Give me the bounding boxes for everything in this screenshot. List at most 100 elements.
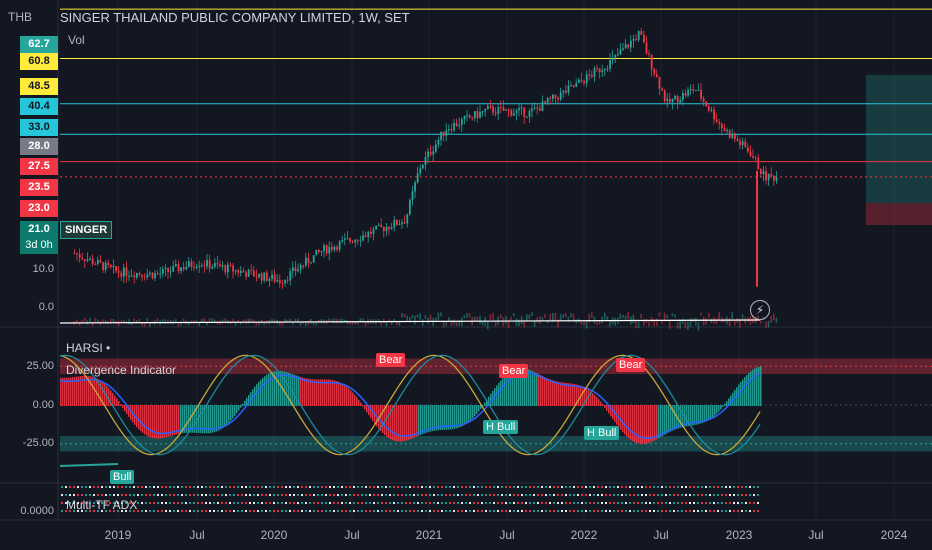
adx-dot <box>196 501 200 505</box>
divergence-label[interactable]: Divergence Indicator <box>66 363 177 377</box>
adx-dot <box>336 509 340 513</box>
harsi-bar <box>464 405 466 425</box>
harsi-bar <box>524 368 526 406</box>
adx-dot <box>600 509 604 513</box>
candle-body <box>681 93 684 100</box>
candle-body <box>263 272 266 281</box>
candle-body <box>645 42 648 54</box>
time-label: 2021 <box>415 528 443 542</box>
adx-dot <box>664 501 668 505</box>
candle-body <box>317 249 320 252</box>
harsi-bar <box>544 377 546 406</box>
adx-dot <box>504 501 508 505</box>
adx-dot <box>504 493 508 497</box>
adx-dot <box>156 493 160 497</box>
candle-body <box>206 259 208 267</box>
volume-bar <box>739 318 741 328</box>
adx-dot <box>144 485 148 489</box>
harsi-bar <box>420 405 422 435</box>
candle-body <box>481 111 484 113</box>
harsi-bar <box>414 405 416 438</box>
mtf-adx-label[interactable]: Multi-TF ADX <box>66 498 138 512</box>
harsi-bar <box>440 405 442 431</box>
adx-dot <box>64 485 68 489</box>
adx-dot <box>620 485 624 489</box>
adx-dot <box>424 493 428 497</box>
adx-dot <box>148 493 152 497</box>
volume-bar <box>141 321 143 326</box>
candle-body <box>102 262 104 270</box>
time-label: Jul <box>189 528 205 542</box>
harsi-bar <box>568 383 570 406</box>
harsi-bar <box>200 405 202 434</box>
harsi-bar <box>642 405 644 444</box>
volume-bar <box>684 321 687 329</box>
adx-dot <box>544 493 548 497</box>
harsi-bar <box>502 378 504 406</box>
harsi-label[interactable]: HARSI • <box>66 341 111 355</box>
adx-dot <box>488 493 492 497</box>
volume-bar <box>299 321 302 326</box>
candle-body <box>692 89 695 91</box>
adx-dot <box>436 509 440 513</box>
adx-dot <box>96 509 100 513</box>
adx-dot <box>232 509 236 513</box>
adx-dot <box>500 501 504 505</box>
candle-body <box>284 279 286 284</box>
candle-body <box>510 109 513 116</box>
adx-dot <box>124 509 128 513</box>
adx-dot <box>692 493 696 497</box>
volume-bar <box>661 319 663 324</box>
candle-body <box>161 268 164 274</box>
candle-body <box>544 101 546 103</box>
adx-dot <box>172 493 176 497</box>
adx-dot <box>268 485 272 489</box>
adx-dot <box>680 485 684 489</box>
harsi-bar <box>588 389 590 406</box>
lightning-icon[interactable]: ⚡ <box>750 300 770 320</box>
candle-body <box>349 238 351 242</box>
adx-dot <box>672 485 676 489</box>
harsi-bar <box>408 405 410 440</box>
harsi-bar <box>752 369 754 406</box>
adx-dot <box>152 501 156 505</box>
adx-dot <box>312 493 316 497</box>
candle-body <box>453 123 455 131</box>
candle-body <box>333 246 336 250</box>
volume-bar <box>286 319 289 323</box>
harsi-bar <box>504 376 506 406</box>
candle-body <box>351 241 354 243</box>
volume-bar <box>570 313 572 318</box>
adx-dot <box>624 493 628 497</box>
adx-dot <box>532 485 536 489</box>
adx-dot <box>628 485 632 489</box>
candle-body <box>307 257 310 264</box>
adx-dot <box>368 493 372 497</box>
volume-bar <box>733 320 736 326</box>
adx-dot <box>712 485 716 489</box>
adx-dot <box>472 501 476 505</box>
harsi-bar <box>432 405 434 432</box>
adx-dot <box>460 501 464 505</box>
candle-body <box>346 238 349 240</box>
candle-body <box>700 89 702 99</box>
harsi-bar <box>472 405 474 419</box>
candle-body <box>635 38 637 40</box>
candle-body <box>473 111 476 119</box>
harsi-bar <box>746 375 748 406</box>
adx-dot <box>428 493 432 497</box>
volume-bar <box>627 312 629 320</box>
harsi-bar <box>218 405 220 431</box>
adx-dot <box>256 493 260 497</box>
candle-body <box>416 173 419 183</box>
harsi-bar <box>586 388 588 406</box>
adx-dot <box>284 485 288 489</box>
volume-bar <box>395 321 398 326</box>
candle-body <box>219 264 221 267</box>
harsi-bar <box>508 372 510 406</box>
candle-body <box>208 259 211 269</box>
symbol-tag[interactable]: SINGER <box>60 221 113 239</box>
adx-dot <box>524 501 528 505</box>
adx-dot <box>732 485 736 489</box>
